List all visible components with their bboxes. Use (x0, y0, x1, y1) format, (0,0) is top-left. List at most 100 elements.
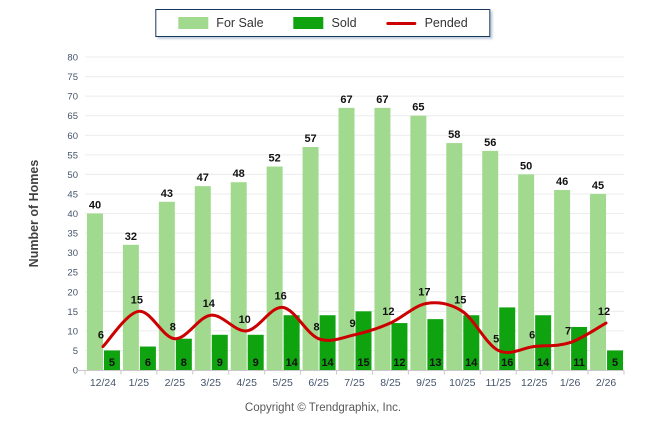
pended-value-labels: 6 15 8 14 10 16 8 9 12 17 15 5 6 7 12 (98, 286, 610, 345)
bar-for-sale (266, 166, 283, 370)
sold-value-label: 14 (465, 357, 478, 369)
bar-for-sale (554, 190, 571, 370)
x-axis-label: 8/25 (380, 377, 401, 389)
bar-for-sale (590, 193, 607, 370)
y-tick-label: 40 (67, 209, 78, 220)
x-axis-labels: 12/24 1/25 2/25 3/25 4/25 5/25 6/25 7/25 8/25 9/2… (90, 377, 617, 389)
x-axis-label: 1/26 (560, 377, 581, 389)
bar-sold (139, 346, 156, 370)
legend-item-for-sale: For Sale (178, 16, 264, 30)
y-tick-label: 35 (67, 229, 78, 240)
bars-for-sale (86, 107, 607, 371)
bar-for-sale (374, 107, 391, 371)
y-axis-title: Number of Homes (27, 160, 41, 268)
x-axis (77, 370, 625, 375)
bar-sold (607, 350, 624, 370)
y-tick-label: 75 (67, 72, 78, 83)
pended-value-label: 15 (454, 294, 466, 306)
bar-for-sale (194, 186, 211, 370)
bar-for-sale (338, 107, 355, 371)
pended-value-label: 15 (131, 294, 143, 306)
x-axis-label: 10/25 (449, 377, 475, 389)
for-sale-value-label: 67 (376, 94, 388, 106)
pended-value-label: 14 (203, 298, 216, 310)
bars-sold (103, 307, 624, 370)
for-sale-swatch (178, 17, 209, 29)
y-tick-label: 0 (73, 366, 78, 377)
bar-for-sale (482, 150, 499, 370)
for-sale-value-label: 67 (340, 94, 352, 106)
pended-value-label: 10 (239, 314, 251, 326)
sold-value-label: 14 (286, 357, 299, 369)
pended-line (101, 301, 608, 354)
pended-value-label: 8 (170, 322, 176, 334)
bar-for-sale (410, 115, 427, 370)
bar-sold (247, 334, 264, 370)
pended-value-label: 9 (349, 318, 355, 330)
bar-sold (211, 334, 228, 370)
pended-value-label: 16 (275, 290, 287, 302)
for-sale-value-label: 50 (520, 160, 532, 172)
y-tick-label: 55 (67, 150, 78, 161)
y-axis-tick-labels: 0 5 10 15 20 25 30 35 40 45 50 55 60 65 70 75 80 (67, 53, 78, 377)
y-tick-label: 70 (67, 92, 78, 103)
for-sale-value-label: 52 (269, 153, 281, 165)
bar-sold (391, 323, 408, 370)
sold-value-label: 9 (217, 357, 223, 369)
x-axis-label: 4/25 (236, 377, 257, 389)
y-tick-label: 20 (67, 287, 78, 298)
bar-sold (535, 315, 552, 370)
legend: For Sale Sold Pended (155, 9, 491, 37)
legend-item-sold: Sold (293, 16, 357, 30)
for-sale-value-label: 48 (233, 168, 245, 180)
for-sale-value-label: 65 (412, 102, 424, 114)
sold-value-label: 6 (145, 357, 151, 369)
for-sale-value-label: 47 (197, 172, 209, 184)
x-axis-label: 12/25 (521, 377, 547, 389)
bar-for-sale (302, 146, 319, 370)
y-tick-label: 45 (67, 189, 78, 200)
pended-value-label: 12 (382, 306, 394, 318)
bar-sold (355, 311, 372, 370)
x-axis-label: 9/25 (416, 377, 437, 389)
for-sale-value-label: 40 (89, 200, 101, 212)
legend-label-for-sale: For Sale (216, 16, 264, 30)
sold-value-label: 15 (357, 357, 369, 369)
x-axis-label: 6/25 (308, 377, 329, 389)
bar-for-sale (230, 182, 247, 370)
pended-value-label: 6 (98, 330, 104, 342)
legend-item-pended: Pended (386, 16, 468, 30)
y-tick-label: 25 (67, 268, 78, 279)
x-axis-label: 1/25 (129, 377, 150, 389)
pended-value-label: 8 (314, 322, 320, 334)
sold-value-label: 16 (501, 357, 513, 369)
bar-for-sale (518, 174, 535, 370)
sold-value-label: 9 (253, 357, 259, 369)
bar-for-sale (122, 244, 139, 370)
bar-for-sale (86, 213, 103, 370)
legend-label-pended: Pended (424, 16, 468, 30)
bar-sold (319, 315, 336, 370)
x-axis-label: 5/25 (272, 377, 293, 389)
sold-value-label: 14 (537, 357, 550, 369)
bar-value-labels: 4053264384794895214571467156712651358145… (89, 94, 618, 369)
copyright-text: Copyright © Trendgraphix, Inc. (244, 402, 402, 414)
sold-value-label: 5 (109, 357, 115, 369)
sold-value-label: 8 (181, 357, 187, 369)
pended-value-label: 5 (493, 333, 499, 345)
for-sale-value-label: 46 (556, 176, 568, 188)
sold-value-label: 11 (573, 357, 585, 369)
for-sale-value-label: 56 (484, 137, 496, 149)
bar-sold (427, 319, 444, 370)
x-axis-label: 2/26 (596, 377, 617, 389)
sold-swatch (293, 17, 324, 29)
x-axis-label: 12/24 (90, 377, 116, 389)
pended-line-swatch (386, 21, 417, 25)
y-tick-label: 5 (73, 346, 78, 357)
bar-for-sale (446, 143, 463, 370)
pended-value-label: 17 (418, 286, 430, 298)
y-tick-label: 65 (67, 111, 78, 122)
legend-label-sold: Sold (331, 16, 357, 30)
